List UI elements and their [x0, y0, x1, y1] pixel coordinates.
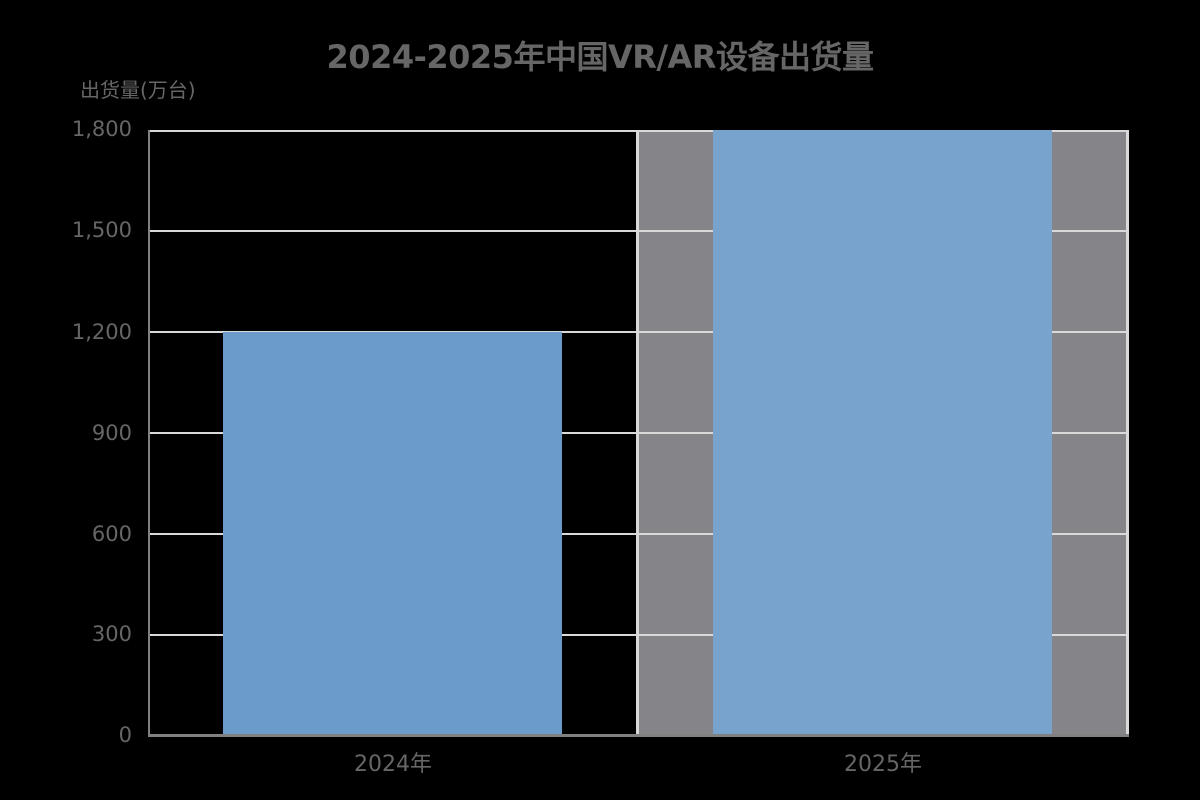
y-tick: 900	[91, 421, 132, 445]
y-tick: 300	[91, 622, 132, 646]
y-tick: 1,500	[71, 218, 132, 242]
bar-2025	[713, 130, 1052, 736]
x-axis	[148, 734, 1129, 737]
gridline-300	[148, 634, 1129, 636]
x-tick-2025: 2025年	[844, 752, 922, 777]
bar-2024	[223, 332, 562, 736]
gridline-600	[148, 533, 1129, 535]
y-tick: 1,800	[71, 117, 132, 141]
gridline-1500	[148, 230, 1129, 232]
y-tick: 600	[91, 522, 132, 546]
gridline-1200	[148, 331, 1129, 333]
y-axis	[148, 130, 150, 736]
gridline-1800	[148, 130, 1129, 132]
x-tick-2024: 2024年	[354, 752, 432, 777]
gridline-900	[148, 432, 1129, 434]
y-tick: 1,200	[71, 320, 132, 344]
chart-title: 2024-2025年中国VR/AR设备出货量	[326, 38, 874, 76]
y-axis-label: 出货量(万台)	[80, 78, 196, 102]
plot-area	[148, 130, 1129, 737]
y-tick: 0	[118, 723, 132, 747]
